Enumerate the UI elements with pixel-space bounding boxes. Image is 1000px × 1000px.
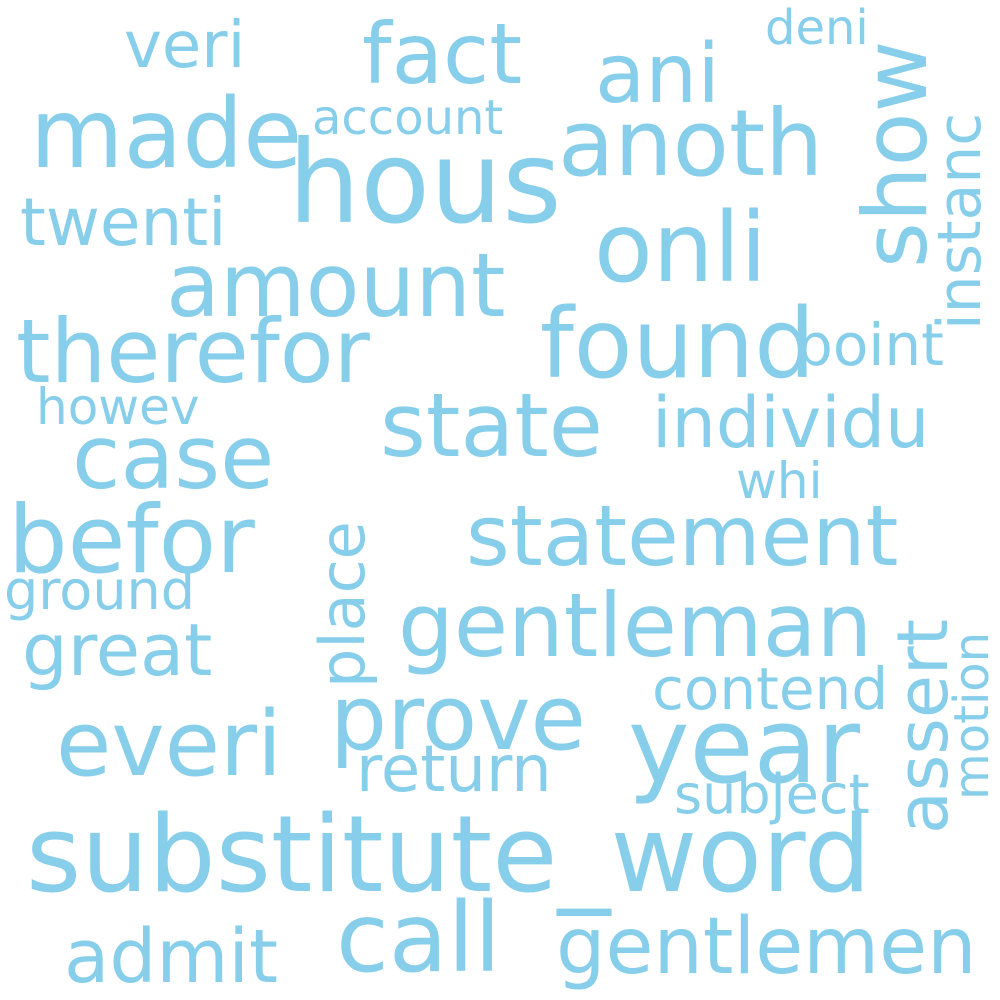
word-anoth: anoth: [558, 90, 824, 197]
word-contend: contend: [652, 655, 889, 723]
word-found: found: [540, 288, 816, 400]
word-great: great: [22, 608, 213, 692]
word-substitute-word: substitute_word: [26, 793, 871, 916]
word-individu: individu: [652, 382, 930, 464]
word-amount: amount: [166, 234, 506, 337]
word-fact: fact: [362, 5, 523, 103]
word-gentlemen: gentlemen: [556, 902, 977, 992]
word-ani: ani: [595, 27, 721, 122]
word-year: year: [628, 685, 861, 807]
word-prove: prove: [330, 666, 586, 771]
word-onli: onli: [594, 192, 767, 304]
word-return: return: [356, 733, 552, 807]
word-account: account: [312, 90, 504, 146]
word-point: point: [796, 311, 944, 379]
word-veri: veri: [124, 9, 246, 83]
word-case: case: [72, 406, 275, 509]
word-befor: befor: [8, 486, 255, 595]
word-ground: ground: [4, 559, 196, 622]
word-subject: subject: [674, 763, 870, 826]
word-everi: everi: [56, 692, 283, 797]
word-therefor: therefor: [16, 300, 370, 403]
word-instanc: instanc: [925, 112, 995, 330]
word-place: place: [306, 521, 379, 688]
word-state: state: [380, 374, 603, 477]
word-hous: hous: [288, 116, 562, 249]
word-call: call: [336, 882, 501, 994]
word-gentleman: gentleman: [398, 574, 873, 677]
word-motion: motion: [944, 631, 1000, 800]
word-admit: admit: [64, 914, 278, 1000]
word-made: made: [30, 78, 303, 190]
word-whi: whi: [736, 452, 823, 510]
word-deni: deni: [765, 0, 869, 56]
word-twenti: twenti: [20, 184, 227, 261]
word-howev: howev: [36, 378, 200, 436]
word-statement: statement: [466, 487, 899, 585]
